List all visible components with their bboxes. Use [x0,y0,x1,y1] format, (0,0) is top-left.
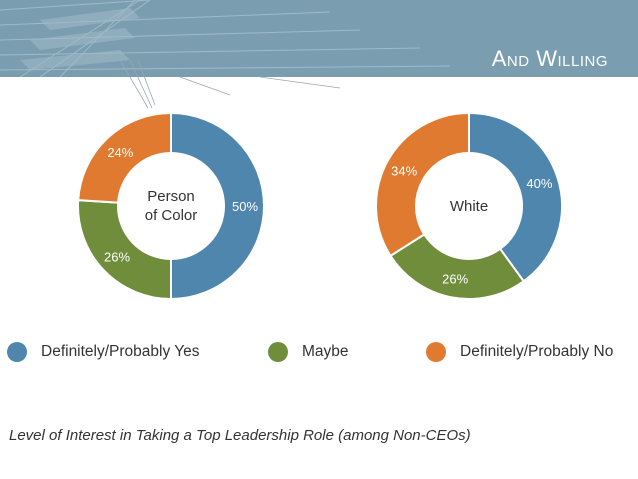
legend-label-no: Definitely/Probably No [460,343,614,360]
donut-data-label-yes: 50% [232,199,258,214]
donut-chart-person-of-color: 50% 26% 24% [77,111,265,301]
title-banner: And Willing [0,0,638,77]
legend-item-yes: Definitely/Probably Yes [7,342,200,362]
legend-swatch-maybe [268,342,288,362]
donut-slice-no [77,111,172,204]
banner-decoration [0,0,451,77]
donut-center-label-person-of-color: Person of Color [121,187,221,225]
donut-data-label-maybe: 26% [442,272,468,287]
donut-slice-no [375,111,470,258]
legend-label-yes: Definitely/Probably Yes [41,343,200,360]
donut-data-label-yes: 40% [526,176,552,191]
legend-swatch-yes [7,342,27,362]
center-label-line-1: Person [147,188,195,205]
chart-caption: Level of Interest in Taking a Top Leader… [9,427,471,444]
center-label-line-1: White [449,198,489,215]
legend-item-no: Definitely/Probably No [426,342,613,362]
donut-data-label-no: 34% [391,163,417,178]
decorative-lines [119,59,341,109]
donut-slice-yes [170,111,265,301]
center-label-line-2: of Color [144,207,198,224]
donut-data-label-maybe: 26% [104,250,130,265]
legend-item-maybe: Maybe [268,342,349,362]
donut-chart-white: 40% 26% 34% [375,111,563,300]
donut-data-label-no: 24% [107,145,133,160]
donut-center-label-white: White [419,197,519,216]
donut-slice-yes [468,111,563,283]
legend-swatch-no [426,342,446,362]
legend: Definitely/Probably Yes Maybe Definitely… [0,342,638,372]
slide-title: And Willing [491,46,608,71]
legend-label-maybe: Maybe [302,343,349,360]
